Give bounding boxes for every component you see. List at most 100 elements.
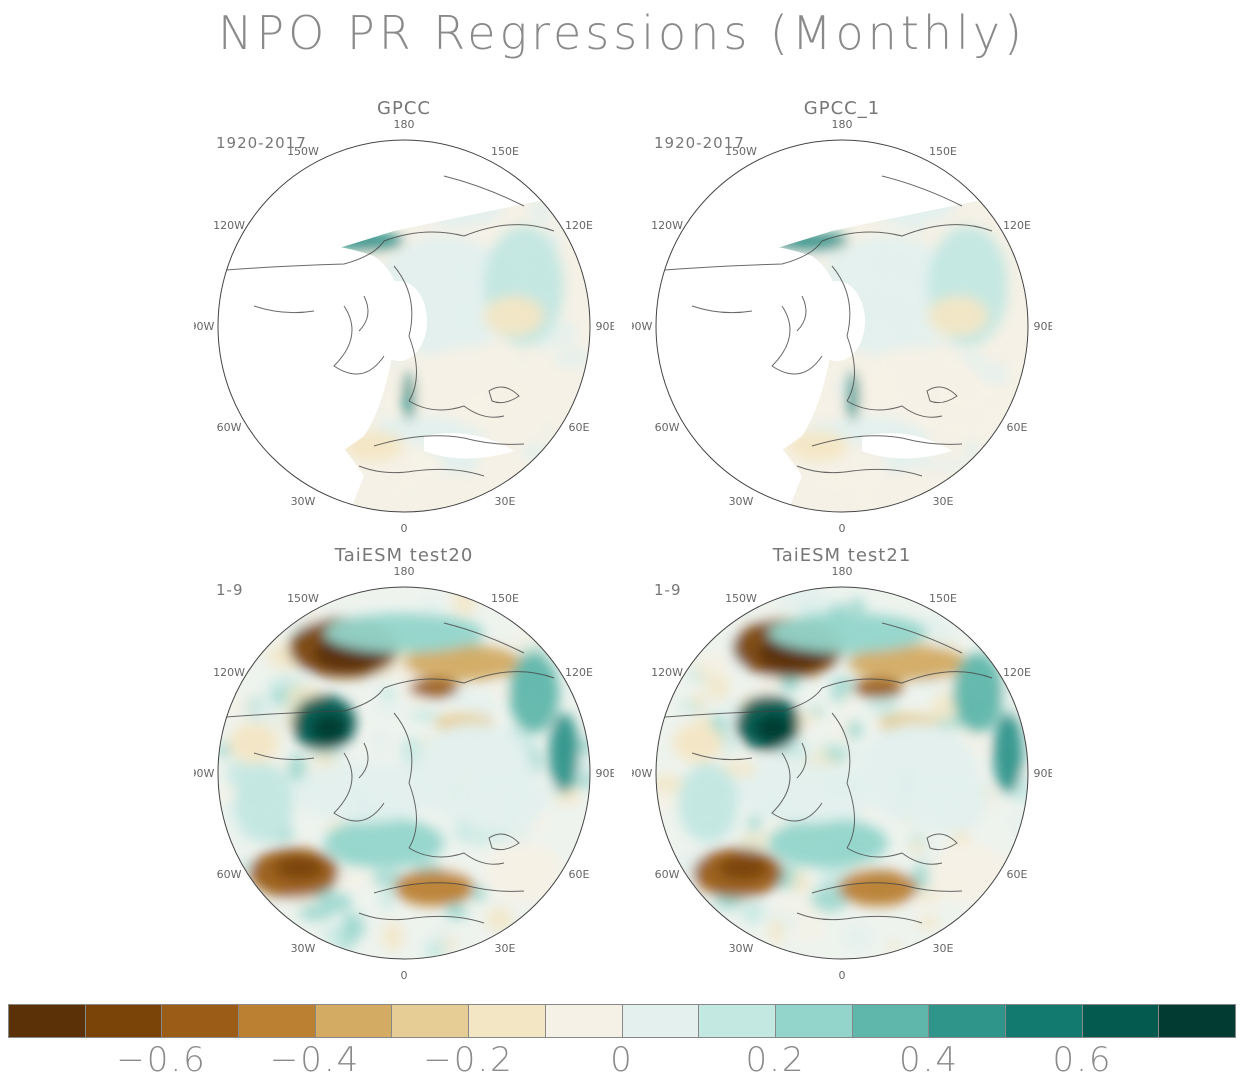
longitude-label: 90W	[194, 320, 215, 333]
polar-map: 180 150E 120E 90E 60E 30E 0 30W 60W 90W 120W 150W	[632, 118, 1052, 535]
longitude-label: 0	[839, 522, 846, 535]
longitude-label: 60W	[655, 421, 680, 434]
colorbar-box	[85, 1005, 163, 1037]
longitude-label: 120W	[651, 666, 683, 679]
longitude-label: 90E	[596, 767, 614, 780]
colorbar-tick-label: −0.6	[116, 1040, 207, 1080]
map-boundary	[655, 586, 1029, 960]
longitude-label: 60W	[217, 421, 242, 434]
longitude-label: 180	[832, 565, 853, 578]
map-panel-gpcc-1: 180 150E 120E 90E 60E 30E 0 30W 60W 90W 120W 150W G…	[632, 98, 1052, 538]
longitude-label: 120W	[213, 219, 245, 232]
polar-map: 180 150E 120E 90E 60E 30E 0 30W 60W 90W 120W 150W	[194, 118, 614, 535]
panel-period: 1920-2017	[654, 134, 745, 152]
missing-data-region	[371, 281, 427, 361]
longitude-label: 150E	[491, 145, 519, 158]
map-panel-taiesm-test21: 180 150E 120E 90E 60E 30E 0 30W 60W 90W 120W 150W T…	[632, 545, 1052, 985]
panel-title: TaiESM test21	[772, 545, 912, 566]
missing-data-region	[424, 433, 514, 459]
contour-field	[218, 140, 590, 512]
map-boundary	[217, 139, 591, 513]
longitude-label: 90E	[1034, 767, 1052, 780]
colorbar-tick-label: −0.4	[269, 1040, 361, 1080]
longitude-label: 30W	[291, 495, 316, 508]
figure-title: NPO PR Regressions (Monthly)	[218, 6, 1026, 60]
longitude-label: 60E	[1006, 421, 1027, 434]
missing-data-region	[809, 281, 865, 361]
longitude-label: 0	[401, 522, 408, 535]
map-panel-gpcc: 180 150E 120E 90E 60E 30E 0 30W 60W 90W 120W 150W G…	[194, 98, 614, 538]
longitude-label: 150W	[725, 592, 757, 605]
longitude-label: 120W	[213, 666, 245, 679]
panel-period: 1-9	[216, 581, 244, 599]
longitude-label: 150W	[287, 592, 319, 605]
longitude-label: 90W	[194, 767, 215, 780]
longitude-label: 90E	[1034, 320, 1052, 333]
coastlines	[218, 622, 555, 924]
panel-period: 1-9	[654, 581, 682, 599]
longitude-label: 60E	[568, 421, 589, 434]
colorbar-box	[852, 1005, 930, 1037]
longitude-label: 180	[832, 118, 853, 131]
colorbar-box	[162, 1005, 240, 1037]
colorbar-tick-label: 0.4	[898, 1040, 960, 1080]
colorbar-box	[239, 1005, 316, 1037]
polar-map: 180 150E 120E 90E 60E 30E 0 30W 60W 90W 120W 150W	[632, 565, 1052, 982]
polar-map: 180 150E 120E 90E 60E 30E 0 30W 60W 90W 120W 150W	[194, 565, 614, 982]
longitude-label: 120E	[565, 666, 593, 679]
longitude-label: 30E	[495, 495, 516, 508]
colorbar-labels: −0.6 −0.4 −0.2 0 0.2 0.4 0.6	[0, 1040, 1244, 1084]
panel-title: GPCC	[377, 98, 431, 119]
colorbar-box	[1159, 1005, 1235, 1037]
colorbar-box	[545, 1005, 623, 1037]
colorbar-box	[469, 1005, 546, 1037]
contour-field	[656, 587, 1028, 959]
map-boundary	[217, 586, 591, 960]
missing-data-region	[218, 140, 590, 286]
longitude-label: 60W	[217, 868, 242, 881]
longitude-label: 60E	[1006, 868, 1027, 881]
colorbar-box	[1005, 1005, 1083, 1037]
contour-field	[656, 140, 1028, 512]
coastlines	[218, 175, 555, 477]
longitude-label: 60E	[568, 868, 589, 881]
colorbar	[8, 1004, 1236, 1038]
panel-period: 1920-2017	[216, 134, 307, 152]
colorbar-box	[699, 1005, 776, 1037]
colorbar-box	[622, 1005, 700, 1037]
longitude-label: 30E	[933, 942, 954, 955]
longitude-label: 150W	[287, 145, 319, 158]
longitude-label: 30W	[729, 495, 754, 508]
colorbar-box	[9, 1005, 86, 1037]
colorbar-box	[775, 1005, 853, 1037]
longitude-label: 30W	[729, 942, 754, 955]
map-panel-taiesm-test20: 180 150E 120E 90E 60E 30E 0 30W 60W 90W 120W 150W T…	[194, 545, 614, 985]
panel-title: TaiESM test20	[334, 545, 474, 566]
longitude-label: 120W	[651, 219, 683, 232]
longitude-label: 30W	[291, 942, 316, 955]
longitude-label: 90W	[632, 767, 653, 780]
missing-data-region	[862, 433, 952, 459]
colorbar-tick-label: 0	[610, 1040, 634, 1080]
coastlines	[656, 622, 993, 924]
longitude-label: 0	[839, 969, 846, 982]
longitude-label: 30E	[933, 495, 954, 508]
longitude-label: 150W	[725, 145, 757, 158]
longitude-label: 120E	[1003, 219, 1031, 232]
colorbar-tick-label: 0.6	[1052, 1040, 1113, 1080]
missing-data-region	[656, 140, 1028, 286]
colorbar-tick-label: 0.2	[745, 1040, 806, 1080]
colorbar-box	[929, 1005, 1006, 1037]
colorbar-tick-label: −0.2	[423, 1040, 514, 1080]
panel-title: GPCC_1	[803, 98, 881, 119]
map-boundary	[655, 139, 1029, 513]
longitude-label: 180	[394, 118, 415, 131]
longitude-label: 90E	[596, 320, 614, 333]
longitude-label: 90W	[632, 320, 653, 333]
longitude-label: 150E	[491, 592, 519, 605]
longitude-label: 0	[401, 969, 408, 982]
longitude-label: 150E	[929, 145, 957, 158]
colorbar-box	[1082, 1005, 1160, 1037]
longitude-label: 30E	[495, 942, 516, 955]
colorbar-box	[392, 1005, 470, 1037]
